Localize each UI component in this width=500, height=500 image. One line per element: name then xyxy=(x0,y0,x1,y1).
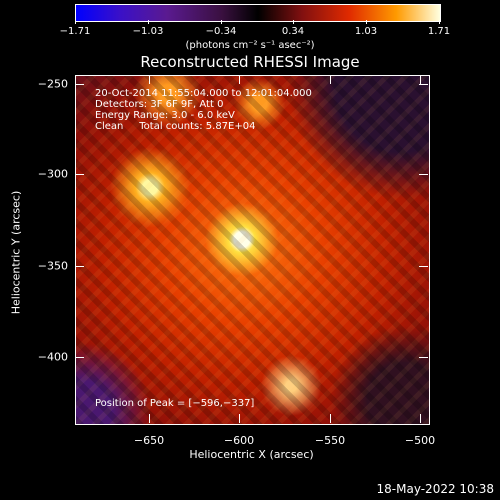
y-axis-label: Heliocentric Y (arcsec) xyxy=(9,190,23,315)
colorbar-tick-label: −1.03 xyxy=(132,26,164,37)
annotation-method: Clean Total counts: 5.87E+04 xyxy=(95,121,256,132)
annotation-detectors: Detectors: 3F 6F 9F, Att 0 xyxy=(95,99,224,110)
colorbar-tick-mark xyxy=(148,20,149,24)
x-tick-mark xyxy=(420,75,421,84)
colorbar-tick-mark xyxy=(293,20,294,24)
colorbar xyxy=(75,4,441,22)
x-tick-label: −650 xyxy=(133,434,165,447)
y-tick-label: −400 xyxy=(37,350,68,364)
colorbar-tick-mark xyxy=(221,20,222,24)
y-tick-label: −350 xyxy=(37,259,68,273)
annotation-time: 20-Oct-2014 11:55:04.000 to 12:01:04.000 xyxy=(95,88,312,99)
colorbar-tick-label: 1.71 xyxy=(427,26,451,37)
x-tick-label: −600 xyxy=(223,434,255,447)
x-tick-mark xyxy=(239,414,240,423)
image-texture xyxy=(76,76,429,424)
y-tick-mark xyxy=(75,84,84,85)
rhessi-image xyxy=(75,75,430,425)
x-tick-label: −550 xyxy=(314,434,346,447)
colorbar-tick-label: 0.34 xyxy=(281,26,305,37)
y-tick-mark xyxy=(75,357,84,358)
x-tick-mark xyxy=(420,414,421,423)
y-tick-label: −300 xyxy=(37,167,68,181)
x-tick-mark xyxy=(239,75,240,84)
y-tick-mark xyxy=(419,84,428,85)
x-tick-label: −500 xyxy=(404,434,436,447)
y-tick-mark xyxy=(419,357,428,358)
y-tick-label: −250 xyxy=(37,77,68,91)
annotation-energy: Energy Range: 3.0 - 6.0 keV xyxy=(95,110,235,121)
y-tick-mark xyxy=(419,266,428,267)
y-tick-mark xyxy=(75,174,84,175)
colorbar-tick-mark xyxy=(366,20,367,24)
colorbar-tick-mark xyxy=(75,20,76,24)
y-tick-mark xyxy=(419,174,428,175)
plot-title: Reconstructed RHESSI Image xyxy=(140,53,360,71)
x-tick-mark xyxy=(330,414,331,423)
x-tick-mark xyxy=(149,75,150,84)
colorbar-tick-label: −1.71 xyxy=(59,26,91,37)
x-tick-mark xyxy=(330,75,331,84)
x-axis-label: Heliocentric X (arcsec) xyxy=(189,448,314,461)
x-tick-mark xyxy=(149,414,150,423)
annotation-peak: Position of Peak = [−596,−337] xyxy=(95,398,255,409)
timestamp: 18-May-2022 10:38 xyxy=(376,482,494,496)
y-tick-mark xyxy=(75,266,84,267)
colorbar-tick-label: 1.03 xyxy=(354,26,378,37)
colorbar-tick-label: −0.34 xyxy=(205,26,237,37)
colorbar-unit: (photons cm⁻² s⁻¹ asec⁻²) xyxy=(185,40,315,51)
colorbar-tick-mark xyxy=(439,20,440,24)
